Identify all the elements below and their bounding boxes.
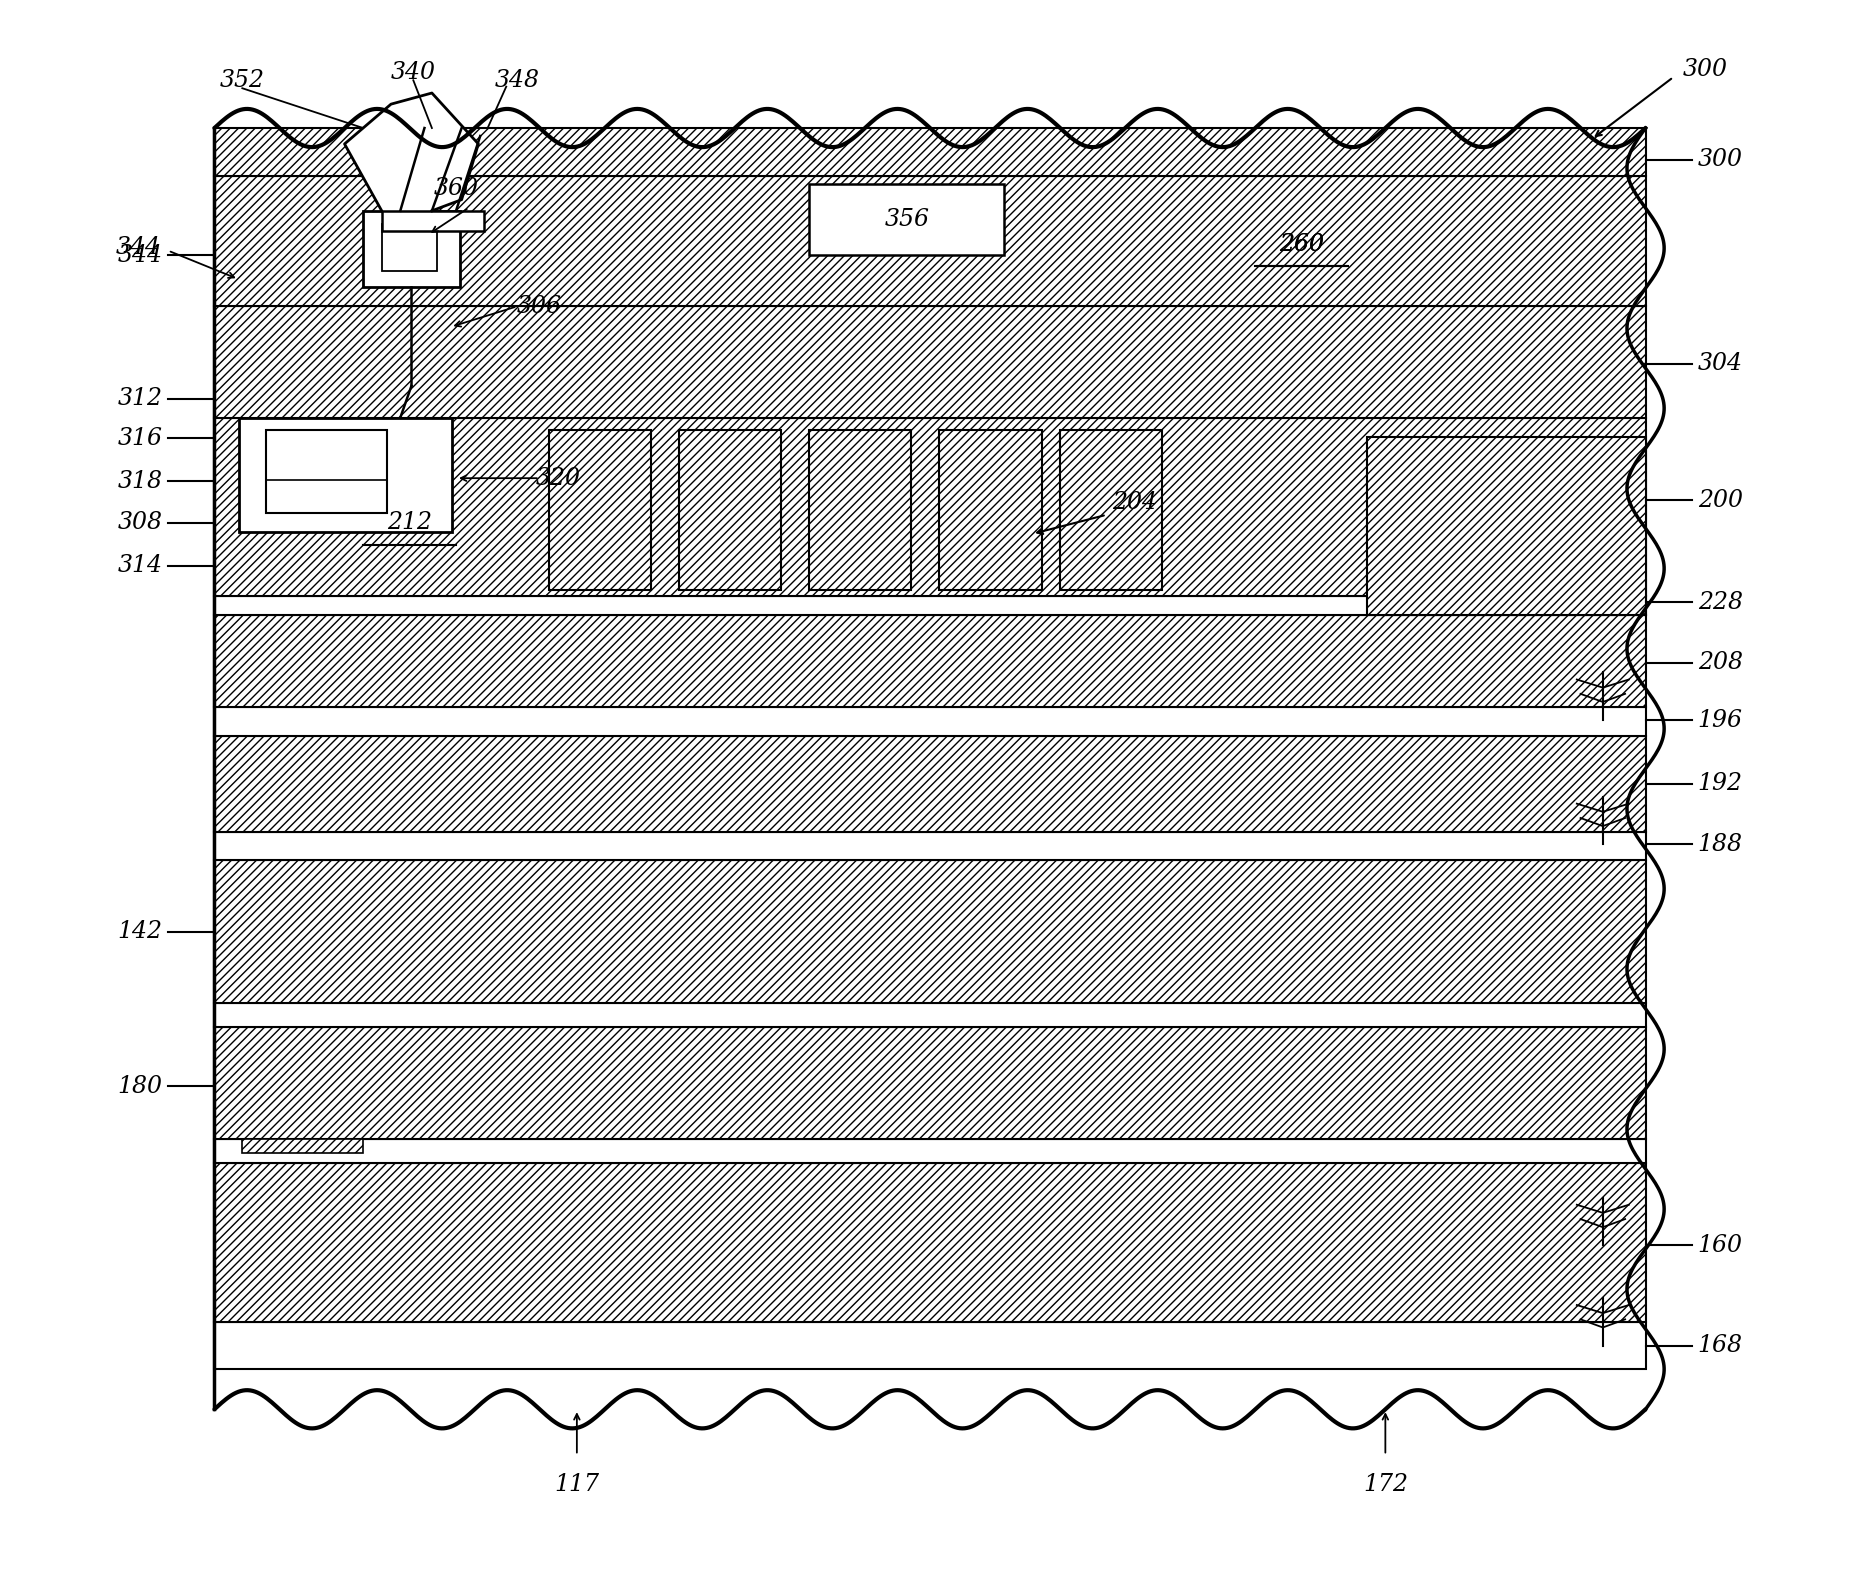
Bar [214, 596, 1646, 615]
Bar [809, 183, 1004, 255]
Bar [549, 430, 651, 589]
Bar [381, 210, 484, 231]
Bar [214, 306, 1646, 417]
Text: 340: 340 [391, 61, 435, 84]
Text: 188: 188 [1698, 833, 1743, 855]
Bar [679, 430, 781, 589]
Text: 360: 360 [433, 177, 478, 201]
Polygon shape [344, 92, 478, 210]
Bar [214, 127, 1646, 175]
Text: 168: 168 [1698, 1333, 1743, 1357]
Bar [242, 1139, 363, 1153]
Text: 260: 260 [1280, 233, 1324, 256]
Text: 228: 228 [1698, 591, 1743, 613]
Bar [214, 707, 1646, 736]
Bar [214, 1322, 1646, 1370]
Bar [1367, 436, 1646, 615]
Text: 344: 344 [115, 236, 160, 260]
Text: 212: 212 [387, 511, 432, 534]
Text: 316: 316 [117, 427, 162, 449]
Bar [238, 417, 452, 532]
Text: 348: 348 [495, 68, 539, 92]
Bar [214, 615, 1646, 707]
Bar [214, 1004, 1646, 1027]
Text: 306: 306 [517, 295, 562, 317]
Text: 180: 180 [117, 1075, 162, 1098]
Text: 200: 200 [1698, 489, 1743, 511]
Text: 344: 344 [117, 244, 162, 268]
Bar [381, 223, 437, 271]
Text: 142: 142 [117, 921, 162, 943]
Bar [809, 430, 911, 589]
Text: 304: 304 [1698, 352, 1743, 374]
Bar [1060, 430, 1162, 589]
Text: 260: 260 [1280, 233, 1324, 256]
Text: 312: 312 [117, 387, 162, 409]
Bar [214, 417, 1646, 596]
Bar [266, 430, 387, 513]
Bar [214, 1163, 1646, 1322]
Text: 192: 192 [1698, 773, 1743, 795]
Bar [214, 736, 1646, 832]
Text: 172: 172 [1363, 1472, 1408, 1496]
Text: 314: 314 [117, 554, 162, 577]
Text: 204: 204 [1112, 491, 1157, 513]
Text: 300: 300 [1683, 57, 1728, 81]
Text: 208: 208 [1698, 652, 1743, 674]
Bar [214, 175, 1646, 306]
Text: 300: 300 [1698, 148, 1743, 172]
Bar [939, 430, 1042, 589]
Text: 160: 160 [1698, 1235, 1743, 1257]
Text: 308: 308 [117, 511, 162, 534]
Bar [214, 1139, 1646, 1163]
Text: 352: 352 [219, 68, 264, 92]
Bar [214, 832, 1646, 860]
Bar [214, 1027, 1646, 1139]
Bar [363, 210, 459, 287]
Text: 356: 356 [884, 209, 930, 231]
Text: 318: 318 [117, 470, 162, 492]
Text: 117: 117 [554, 1472, 599, 1496]
Text: 320: 320 [536, 467, 580, 489]
Bar [214, 860, 1646, 1004]
Text: 196: 196 [1698, 709, 1743, 731]
